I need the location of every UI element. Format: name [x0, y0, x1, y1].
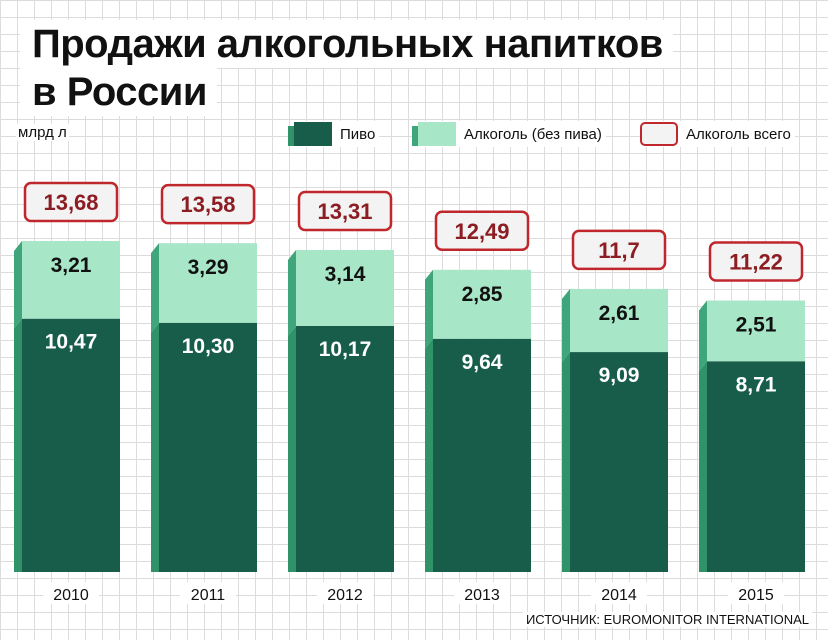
total-box	[297, 190, 393, 232]
bar-side-beer	[288, 325, 296, 572]
data-label-beer: 10,47	[45, 331, 98, 354]
bar-side-beer	[699, 361, 707, 572]
legend-swatch-total	[640, 122, 678, 146]
legend-item-alcohol: Алкоголь (без пива)	[412, 121, 606, 147]
chart-title: Продажи алкогольных напитков в России	[20, 20, 673, 116]
total-box	[434, 210, 530, 252]
legend-label-total: Алкоголь всего	[686, 125, 791, 143]
data-label-alcohol: 2,85	[462, 283, 503, 306]
data-label-beer: 8,71	[736, 373, 777, 396]
x-tick-label: 2011	[191, 587, 226, 604]
bar-beer	[159, 322, 257, 572]
total-label: 11,7	[598, 238, 640, 263]
bar-alcohol	[707, 300, 805, 362]
bar-beer	[296, 325, 394, 572]
total-box	[23, 181, 119, 223]
bar-side-alcohol	[699, 300, 707, 372]
data-label-alcohol: 3,21	[51, 254, 92, 277]
data-label-alcohol: 3,14	[325, 263, 366, 286]
legend-label-beer: Пиво	[340, 125, 376, 143]
data-label-beer: 10,17	[319, 338, 372, 361]
legend-swatch-beer	[288, 122, 332, 146]
legend-item-total: Алкоголь всего	[640, 121, 795, 147]
data-label-alcohol: 2,51	[736, 314, 777, 337]
data-label-alcohol: 3,29	[188, 256, 229, 279]
x-tick-bg	[591, 582, 647, 604]
bar-side-beer	[562, 352, 570, 572]
total-box	[708, 241, 804, 282]
total-label: 11,22	[729, 250, 783, 275]
x-tick-label: 2014	[601, 587, 637, 604]
unit-label: млрд л	[16, 124, 69, 141]
chart-title-line1: Продажи алкогольных напитков	[20, 20, 673, 68]
bar-side-alcohol	[14, 241, 22, 329]
data-label-beer: 9,64	[462, 351, 503, 374]
bar-side-alcohol	[425, 269, 433, 349]
total-label: 12,49	[454, 219, 509, 244]
x-tick-label: 2012	[327, 587, 363, 604]
source-note: ИСТОЧНИК: EUROMONITOR INTERNATIONAL	[522, 612, 812, 627]
x-tick-label: 2010	[53, 587, 89, 604]
total-label: 13,58	[180, 192, 235, 217]
total-label: 13,68	[43, 190, 98, 215]
legend: Пиво Алкоголь (без пива) Алкоголь всего	[0, 121, 828, 151]
bar-alcohol	[433, 269, 531, 339]
data-label-beer: 9,09	[599, 364, 640, 387]
bar-side-beer	[425, 338, 433, 572]
x-tick-bg	[317, 582, 373, 604]
bar-side-alcohol	[151, 243, 159, 333]
bar-side-beer	[14, 318, 22, 572]
x-tick-bg	[180, 582, 236, 604]
x-tick-label: 2013	[464, 587, 500, 604]
x-tick-label: 2015	[738, 587, 774, 604]
data-label-beer: 10,30	[182, 335, 235, 358]
total-box	[571, 229, 667, 271]
x-tick-bg	[454, 582, 510, 604]
bar-side-alcohol	[288, 249, 296, 336]
bar-alcohol	[22, 241, 120, 319]
bar-beer	[433, 338, 531, 572]
x-tick-bg	[43, 582, 99, 604]
bar-alcohol	[570, 288, 668, 353]
bar-alcohol	[159, 243, 257, 323]
chart-title-line2: в России	[20, 68, 217, 116]
data-label-alcohol: 2,61	[599, 302, 640, 325]
bar-alcohol	[296, 249, 394, 326]
total-label: 13,31	[317, 199, 372, 224]
legend-label-alcohol: Алкоголь (без пива)	[464, 125, 602, 143]
bar-beer	[570, 352, 668, 572]
bar-beer	[22, 318, 120, 572]
bar-side-alcohol	[562, 288, 570, 363]
legend-item-beer: Пиво	[288, 121, 380, 147]
bar-side-beer	[151, 322, 159, 572]
bar-beer	[707, 361, 805, 572]
legend-swatch-alcohol	[412, 122, 456, 146]
x-tick-bg	[728, 582, 784, 604]
total-box	[160, 183, 256, 225]
